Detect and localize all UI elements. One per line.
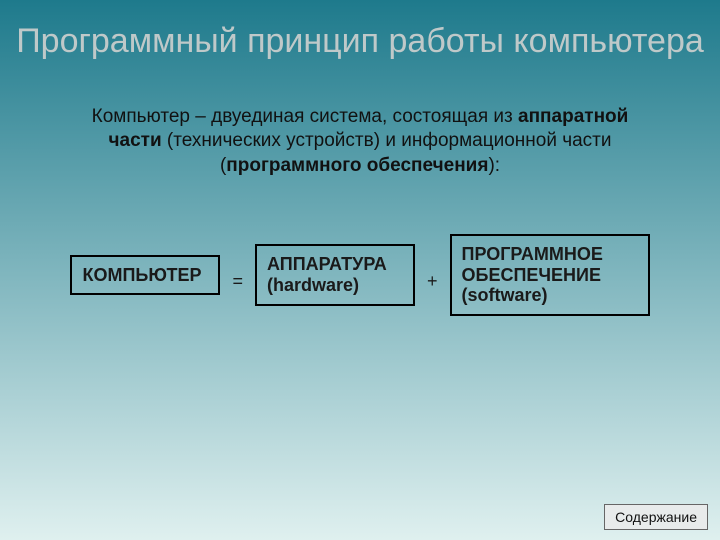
equation-box-software: ПРОГРАММНОЕ ОБЕСПЕЧЕНИЕ (software) <box>450 234 650 316</box>
equation-box-computer: КОМПЬЮТЕР <box>70 255 220 296</box>
contents-button[interactable]: Содержание <box>604 504 708 530</box>
equation-op-equals: = <box>230 271 245 292</box>
equation-box-hardware: АППАРАТУРА(hardware) <box>255 244 415 305</box>
slide-title: Программный принцип работы компьютера <box>0 0 720 61</box>
body-part-3: программного обеспечения <box>226 155 488 176</box>
slide: Программный принцип работы компьютера Ко… <box>0 0 720 540</box>
equation-row: КОМПЬЮТЕР = АППАРАТУРА(hardware) + ПРОГР… <box>0 234 720 316</box>
slide-body: Компьютер – двуединая система, состоящая… <box>80 105 640 178</box>
body-part-0: Компьютер – двуединая система, состоящая… <box>92 106 518 127</box>
body-part-4: ): <box>488 155 500 176</box>
equation-op-plus: + <box>425 271 440 292</box>
